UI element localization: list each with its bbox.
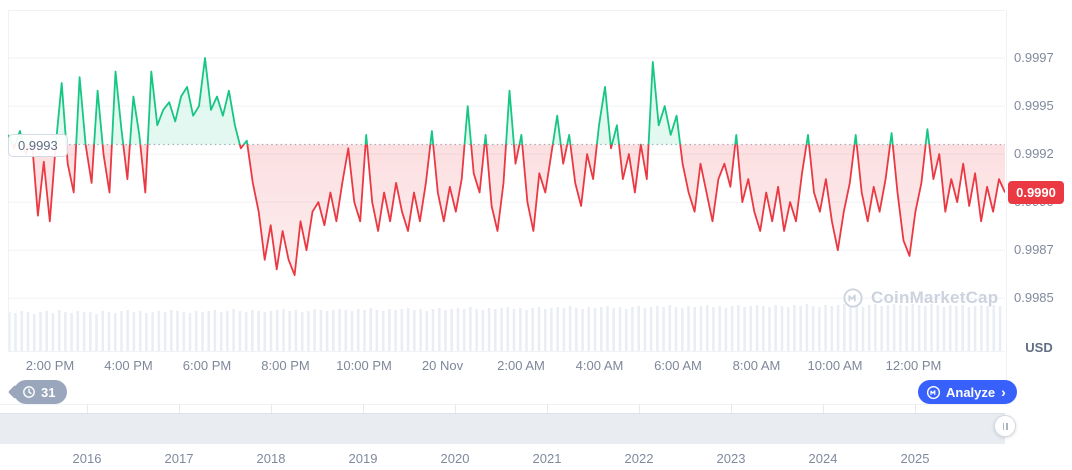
x-axis-tick: 8:00 AM [732,358,781,373]
x-axis: 2:00 PM 4:00 PM 6:00 PM 8:00 PM 10:00 PM 20 N… [8,358,1005,376]
timeline-year-label: 2016 [72,451,102,466]
y-axis-tick: 0.9997 [1014,50,1054,66]
navigator-year-tick [547,404,548,413]
timeline-year-label: 2022 [624,451,654,466]
x-axis-tick: 12:00 PM [885,358,942,373]
y-axis-tick: 0.9985 [1014,290,1054,306]
x-axis-tick: 6:00 PM [182,358,232,373]
y-axis-separator [1006,10,1007,407]
current-price-badge: 0.9990 [1008,181,1064,205]
timeline-year-label: 2023 [716,451,746,466]
timeline-navigator [0,404,1016,445]
coinmarketcap-watermark: CoinMarketCap [842,287,998,309]
baseline-price-label: 0.9993 [8,134,68,157]
x-axis-tick: 20 Nov [421,358,464,373]
navigator-range-band[interactable] [0,413,1005,444]
y-axis-tick: 0.9995 [1014,98,1054,114]
chevron-right-icon: › [1001,384,1006,400]
analyze-button[interactable]: Analyze › [918,380,1017,404]
navigator-year-tick [639,404,640,413]
timeline-year-label: 2025 [900,451,930,466]
analyze-label: Analyze [946,384,996,400]
coinmarketcap-logo-icon [843,288,863,308]
timeline-year-label: 2024 [808,451,838,466]
x-axis-tick: 2:00 PM [25,358,75,373]
timeline-year-label: 2019 [348,451,378,466]
y-axis-tick: 0.9992 [1014,146,1054,162]
price-chart-plot[interactable] [8,10,1005,352]
navigator-year-tick [179,404,180,413]
x-axis-tick: 6:00 AM [654,358,702,373]
navigator-year-tick [823,404,824,413]
x-axis-tick: 8:00 PM [261,358,310,373]
y-axis-tick: 0.9987 [1014,242,1054,258]
navigator-top-border [0,404,1007,405]
navigator-year-tick [731,404,732,413]
x-axis-tick: 10:00 AM [807,358,863,373]
navigator-year-tick [455,404,456,413]
navigator-year-tick [271,404,272,413]
navigator-year-tick [915,404,916,413]
history-count: 31 [41,384,56,400]
navigator-year-tick [363,404,364,413]
clock-icon [23,386,35,398]
navigator-year-tick [87,404,88,413]
timeline-year-label: 2021 [532,451,562,466]
axis-unit-label: USD [1025,340,1053,355]
navigator-drag-handle[interactable] [994,415,1016,437]
x-axis-tick: 2:00 AM [497,358,545,373]
coinmarketcap-logo-icon [926,385,941,399]
timeline-year-label: 2018 [256,451,286,466]
timeline-year-label: 2020 [440,451,470,466]
timeline-years: 2016 2017 2018 2019 2020 2021 2022 2023 2024 2025 [0,451,1007,467]
watermark-text: CoinMarketCap [871,288,999,307]
history-badge[interactable]: 31 [14,380,68,404]
x-axis-tick: 4:00 AM [575,358,624,373]
timeline-year-label: 2017 [164,451,194,466]
x-axis-tick: 10:00 PM [336,358,392,373]
x-axis-tick: 4:00 PM [104,358,153,373]
